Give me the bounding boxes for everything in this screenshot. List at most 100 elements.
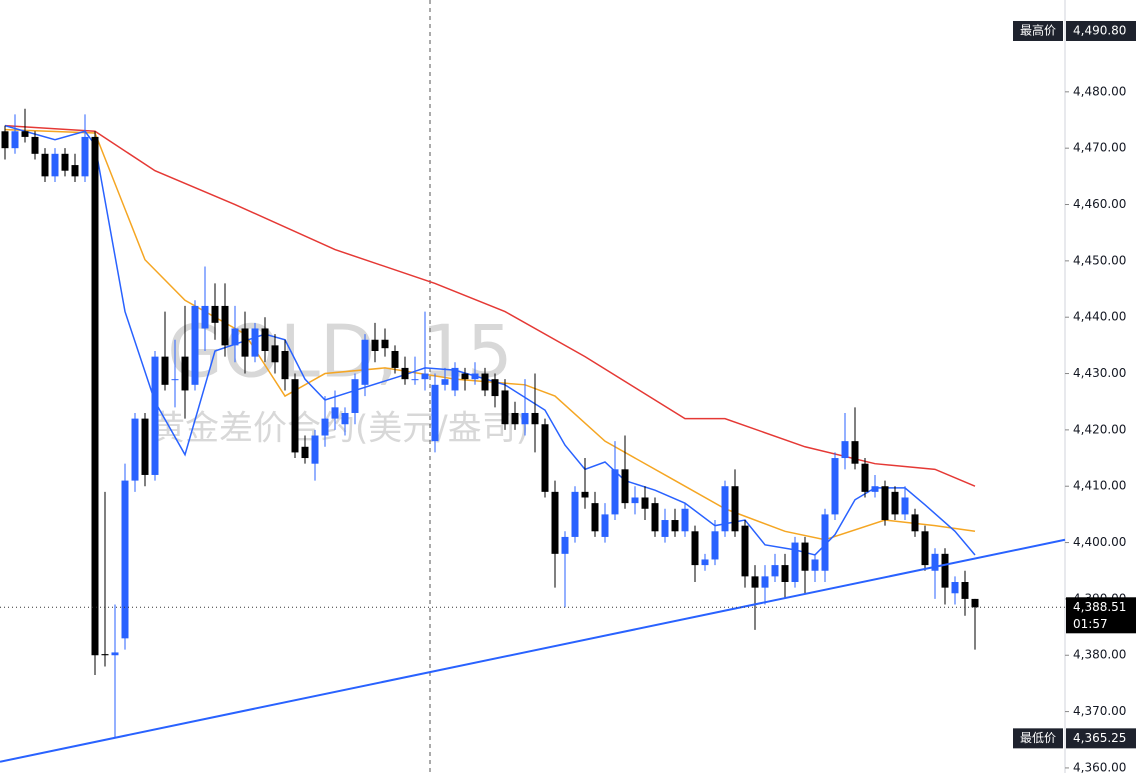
candle-body (661, 520, 669, 537)
candle-body (291, 379, 299, 453)
candle-body (311, 435, 319, 464)
candle-body (421, 373, 429, 380)
candle-body (121, 480, 129, 639)
candle-body (221, 305, 229, 346)
marker-value: 4,490.80 (1073, 23, 1126, 37)
candle-body (261, 328, 269, 352)
last-price-label: 4,388.51 (1073, 600, 1126, 614)
candle-body (171, 379, 179, 381)
candle-body (461, 373, 469, 380)
candle-body (551, 491, 559, 554)
candle-body (731, 486, 739, 532)
candle-body (41, 153, 49, 177)
marker-name: 最低价 (1020, 731, 1056, 745)
candle-body (21, 131, 29, 137)
candle-body (861, 463, 869, 492)
candle-body (361, 339, 369, 385)
y-tick-label: 4,480.00 (1073, 84, 1126, 98)
last-price-box (1066, 597, 1136, 634)
candle-body (481, 373, 489, 391)
candle-body (251, 328, 259, 357)
candle-body (101, 654, 109, 656)
candle-body (841, 441, 849, 459)
candle-body (201, 305, 209, 329)
trend-line (0, 538, 1066, 763)
candle-body (281, 351, 289, 380)
plot (0, 108, 1066, 763)
candle-body (691, 531, 699, 566)
candle-body (851, 441, 859, 464)
candle-body (781, 565, 789, 583)
candle-body (891, 491, 899, 515)
candle-body (61, 153, 69, 171)
candle-body (31, 136, 39, 154)
candle-body (511, 412, 519, 425)
candle-body (531, 412, 539, 425)
candle-body (611, 469, 619, 515)
candle-body (111, 652, 119, 656)
candle-body (711, 531, 719, 560)
moving-average (4, 124, 976, 556)
candle-body (1, 131, 9, 149)
y-tick-label: 4,380.00 (1073, 648, 1126, 662)
candle-body (791, 542, 799, 583)
candle-body (811, 559, 819, 571)
candle-body (871, 486, 879, 492)
candle-body (321, 418, 329, 436)
candle-body (971, 598, 979, 608)
candle-body (71, 165, 79, 177)
marker-name: 最高价 (1020, 22, 1056, 37)
candle-body (141, 418, 149, 475)
candle-body (411, 379, 419, 381)
candle-body (931, 553, 939, 571)
candle-body (331, 407, 339, 419)
y-tick-label: 4,470.00 (1073, 141, 1126, 155)
candle-body (541, 424, 549, 492)
candle-body (751, 576, 759, 588)
candle-body (501, 390, 509, 425)
candle-body (561, 536, 569, 554)
candle-body (271, 345, 279, 363)
y-tick-label: 4,370.00 (1073, 704, 1126, 718)
y-tick-label: 4,360.00 (1073, 760, 1126, 773)
candle-body (651, 503, 659, 532)
candle-body (571, 491, 579, 537)
candle-body (721, 486, 729, 532)
marker-value-box (1066, 728, 1136, 749)
candle-body (381, 339, 389, 349)
candle-body (631, 497, 639, 504)
candle-body (161, 356, 169, 385)
candle-body (911, 514, 919, 532)
marker-name-box (1013, 20, 1063, 41)
candle-body (341, 412, 349, 425)
y-tick-label: 4,420.00 (1073, 422, 1126, 436)
y-tick-label: 4,410.00 (1073, 479, 1126, 493)
marker-value: 4,365.25 (1073, 731, 1126, 745)
price-labels: 4,388.51 01:57 最高价 4,490.80 最低价 4,365.25 (1013, 20, 1136, 749)
candle-body (921, 531, 929, 566)
candle-body (801, 542, 809, 571)
candle-body (431, 384, 439, 442)
candle-body (621, 469, 629, 504)
candle-body (351, 379, 359, 413)
countdown-label: 01:57 (1073, 617, 1108, 631)
candle-body (681, 508, 689, 532)
candle-body (181, 356, 189, 391)
candle-body (761, 576, 769, 588)
candle-body (131, 418, 139, 481)
candle-body (451, 367, 459, 391)
candle-body (601, 514, 609, 537)
candle-body (961, 582, 969, 599)
y-tick-label: 4,460.00 (1073, 197, 1126, 211)
y-tick-label: 4,400.00 (1073, 535, 1126, 549)
candle-body (901, 497, 909, 515)
candle-body (521, 412, 529, 425)
candle-body (151, 356, 159, 475)
watermark: GOLD, 15 (167, 310, 512, 394)
y-tick-label: 4,450.00 (1073, 253, 1126, 267)
marker-value-box (1066, 20, 1136, 41)
candle-body (301, 446, 309, 459)
candle-body (51, 153, 59, 177)
candle-body (441, 379, 449, 385)
candle-body (701, 559, 709, 566)
